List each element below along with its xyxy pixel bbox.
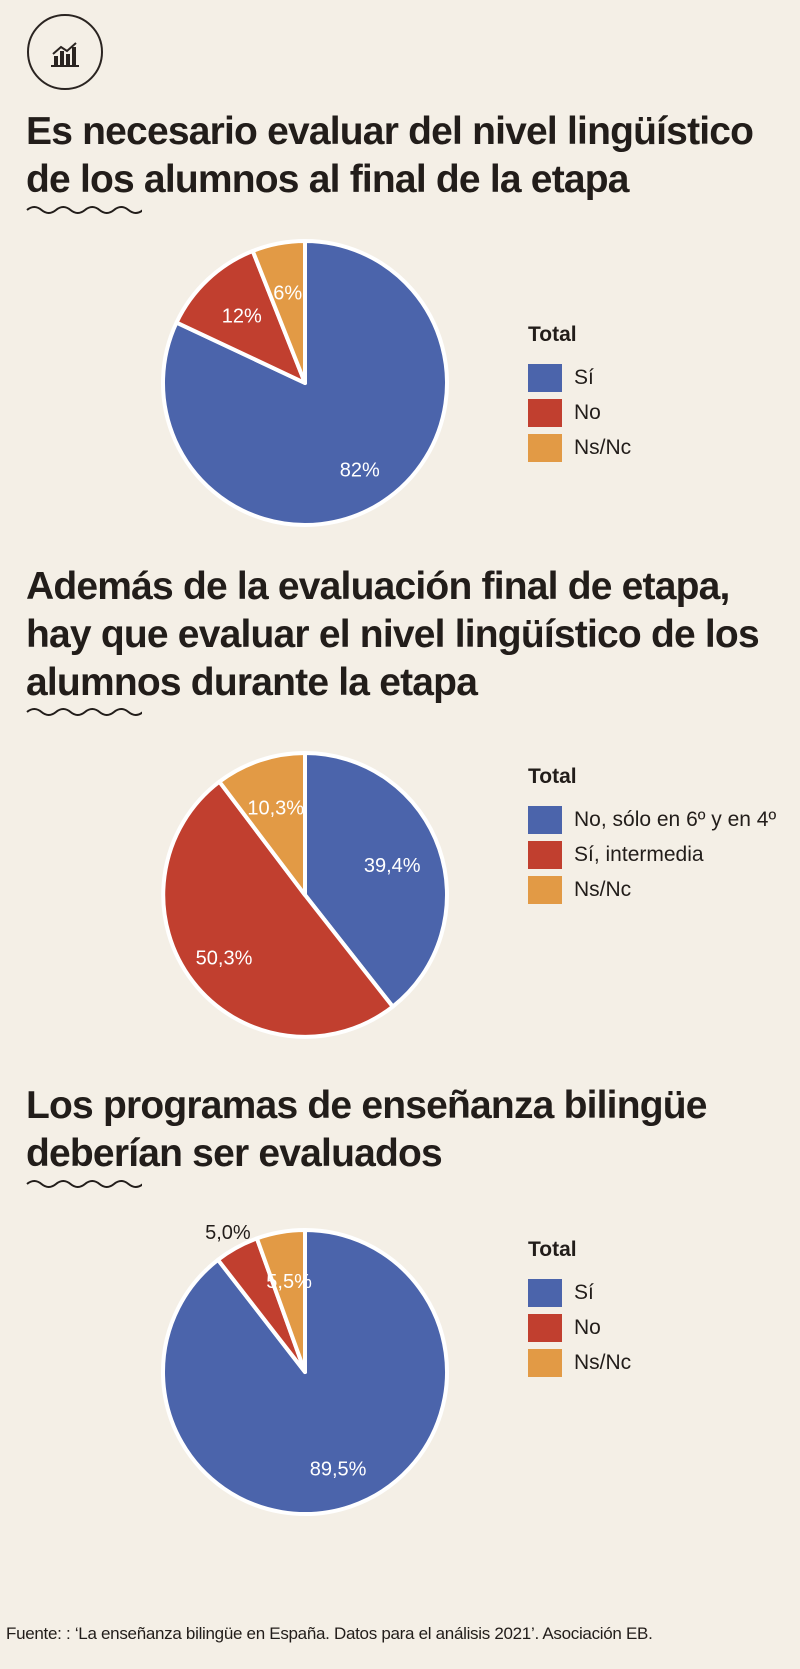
chart-title-1-line-1: Es necesario evaluar del nivel lingüísti… (26, 110, 754, 153)
chart-title-3: Los programas de enseñanza bilingüe debe… (26, 1082, 707, 1178)
legend-1-item-no: No (528, 398, 631, 428)
pie-slice-ns-nc (217, 751, 307, 897)
chart-title-3-line-1: Los programas de enseñanza bilingüe (26, 1084, 707, 1127)
title-underline-squiggle (26, 206, 142, 214)
pie-data-label: 5,5% (266, 1271, 312, 1293)
legend-swatch (528, 1349, 562, 1377)
legend-3-item-nsnc: Ns/Nc (528, 1348, 631, 1378)
pie-slice-no-solo-en-6-y-en-4 (303, 751, 449, 1009)
legend-3-title: Total (528, 1238, 577, 1261)
pie-data-label: 89,5% (310, 1459, 367, 1481)
chart-title-1-line-2: de los alumnos al final de la etapa (26, 158, 629, 201)
legend-swatch (528, 841, 562, 869)
legend-label: Ns/Nc (574, 878, 632, 901)
legend-3: Total Sí No Ns/Nc (528, 1238, 631, 1383)
pie-data-label: 82% (340, 459, 380, 481)
legend-label: Ns/Nc (574, 1351, 632, 1374)
legend-label: Ns/Nc (574, 436, 632, 459)
legend-label: No, sólo en 6º y en 4º (574, 808, 777, 831)
pie-data-label: 39,4% (364, 855, 421, 877)
title-underline-squiggle (26, 708, 142, 716)
legend-2-item-no-solo: No, sólo en 6º y en 4º (528, 805, 776, 835)
chart-logo-icon (27, 14, 103, 90)
title-underline-squiggle (26, 1180, 142, 1188)
pie-slice-no (174, 248, 307, 385)
legend-1-title: Total (528, 323, 577, 346)
pie-chart-2: 39,4% 50,3% 10,3% (161, 751, 449, 1039)
pie-slice-si-intermedia (161, 779, 395, 1039)
legend-1-item-si: Sí (528, 363, 631, 393)
legend-swatch (528, 876, 562, 904)
pie-data-label: 12% (222, 306, 262, 328)
chart-title-2: Además de la evaluación final de etapa, … (26, 563, 760, 707)
chart-title-1: Es necesario evaluar del nivel lingüísti… (26, 108, 754, 204)
legend-swatch (528, 364, 562, 392)
legend-2-item-si-intermedia: Sí, intermedia (528, 840, 776, 870)
pie-slice-ns-nc (250, 239, 307, 385)
legend-swatch (528, 1279, 562, 1307)
legend-swatch (528, 806, 562, 834)
chart-title-2-line-3: alumnos durante la etapa (26, 661, 478, 704)
source-note: Fuente: : ‘La enseñanza bilingüe en Espa… (6, 1624, 653, 1643)
legend-swatch (528, 399, 562, 427)
legend-label: Sí (574, 1281, 594, 1304)
chart-title-2-line-1: Además de la evaluación final de etapa, (26, 565, 730, 608)
chart-title-3-line-2: deberían ser evaluados (26, 1132, 443, 1175)
legend-2: Total No, sólo en 6º y en 4º Sí, interme… (528, 765, 776, 910)
pie-chart-3: 89,5% 5,0% 5,5% (161, 1222, 449, 1516)
legend-label: Sí (574, 366, 594, 389)
pie-slice-ns-nc (254, 1228, 307, 1374)
legend-label: No (574, 401, 601, 424)
legend-2-item-nsnc: Ns/Nc (528, 875, 776, 905)
legend-swatch (528, 1314, 562, 1342)
legend-1-item-nsnc: Ns/Nc (528, 433, 631, 463)
legend-label: No (574, 1316, 601, 1339)
chart-title-2-line-2: hay que evaluar el nivel lingüístico de … (26, 613, 760, 656)
pie-data-label: 10,3% (247, 798, 304, 820)
legend-2-title: Total (528, 765, 577, 788)
legend-3-item-si: Sí (528, 1278, 631, 1308)
legend-1: Total Sí No Ns/Nc (528, 323, 631, 468)
pie-data-label: 6% (273, 282, 302, 304)
legend-3-item-no: No (528, 1313, 631, 1343)
pie-chart-1: 82% 12% 6% (161, 239, 449, 527)
legend-label: Sí, intermedia (574, 843, 704, 866)
pie-data-label: 5,0% (205, 1222, 251, 1244)
pie-data-label: 50,3% (196, 947, 253, 969)
legend-swatch (528, 434, 562, 462)
